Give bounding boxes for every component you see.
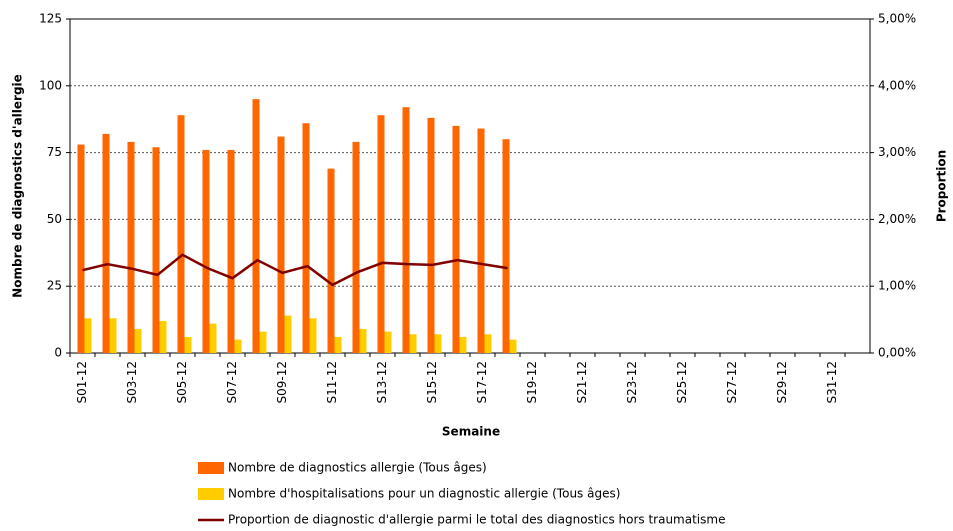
y-tick-label: 0 — [54, 346, 62, 360]
y2-tick-label: 5,00% — [878, 12, 916, 26]
x-tick-label: S01-12 — [75, 361, 89, 404]
bar — [434, 334, 442, 353]
x-tick-label: S03-12 — [125, 361, 139, 404]
x-tick-label: S27-12 — [725, 361, 739, 404]
bar — [459, 336, 467, 353]
x-tick-label: S23-12 — [625, 361, 639, 404]
x-tick-label: S09-12 — [275, 361, 289, 404]
x-tick-label: S13-12 — [375, 361, 389, 404]
x-tick-label: S19-12 — [525, 361, 539, 404]
x-tick-label: S17-12 — [475, 361, 489, 404]
legend-swatch — [198, 462, 224, 474]
bar — [509, 339, 517, 353]
y-tick-label: 25 — [47, 279, 62, 293]
bar — [502, 139, 510, 353]
y2-tick-label: 2,00% — [878, 212, 916, 226]
x-tick-label: S31-12 — [825, 361, 839, 404]
bar — [334, 336, 342, 353]
bar — [277, 136, 285, 353]
plot-frame — [69, 18, 871, 354]
y-tick-label: 100 — [39, 78, 62, 92]
bar — [202, 149, 210, 353]
x-axis-label: Semaine — [442, 425, 500, 439]
bar — [152, 147, 160, 353]
bar — [102, 133, 110, 353]
bar — [427, 117, 435, 353]
x-tick-label: S25-12 — [675, 361, 689, 404]
bar — [234, 339, 242, 353]
bar — [252, 99, 260, 353]
bar — [77, 144, 85, 353]
legend-swatch — [198, 488, 224, 500]
y-tick-label: 125 — [39, 12, 62, 26]
bar — [327, 168, 335, 353]
bar — [402, 107, 410, 354]
legend-label: Nombre de diagnostics allergie (Tous âge… — [228, 461, 487, 475]
bar — [109, 318, 117, 353]
bar — [84, 318, 92, 353]
y2-axis-label: Proportion — [935, 150, 949, 222]
bar — [259, 331, 267, 353]
bar — [477, 128, 485, 353]
legend-label: Proportion de diagnostic d'allergie parm… — [228, 513, 725, 527]
bar — [302, 123, 310, 353]
bar — [127, 141, 135, 353]
bar — [452, 125, 460, 353]
bar — [184, 336, 192, 353]
bar — [409, 334, 417, 353]
y-axis-label: Nombre de diagnostics d'allergie — [11, 74, 25, 298]
bar — [134, 328, 142, 353]
x-tick-label: S21-12 — [575, 361, 589, 404]
x-tick-label: S07-12 — [225, 361, 239, 404]
y-tick-label: 50 — [47, 212, 62, 226]
y2-tick-label: 4,00% — [878, 78, 916, 92]
bar — [209, 323, 217, 353]
line — [82, 253, 508, 287]
bar — [352, 141, 360, 353]
x-tick-label: S11-12 — [325, 361, 339, 404]
x-tick-label: S15-12 — [425, 361, 439, 404]
bar — [177, 115, 185, 353]
y-tick-label: 75 — [47, 145, 62, 159]
bar — [359, 328, 367, 353]
y2-tick-label: 1,00% — [878, 279, 916, 293]
bar — [227, 149, 235, 353]
bar — [484, 334, 492, 353]
bar — [309, 318, 317, 353]
y2-tick-label: 3,00% — [878, 145, 916, 159]
x-tick-label: S29-12 — [775, 361, 789, 404]
bar — [159, 320, 167, 353]
bar — [377, 115, 385, 353]
y2-tick-label: 0,00% — [878, 346, 916, 360]
bar — [384, 331, 392, 353]
bar — [284, 315, 292, 353]
legend-label: Nombre d'hospitalisations pour un diagno… — [228, 487, 620, 501]
x-tick-label: S05-12 — [175, 361, 189, 404]
